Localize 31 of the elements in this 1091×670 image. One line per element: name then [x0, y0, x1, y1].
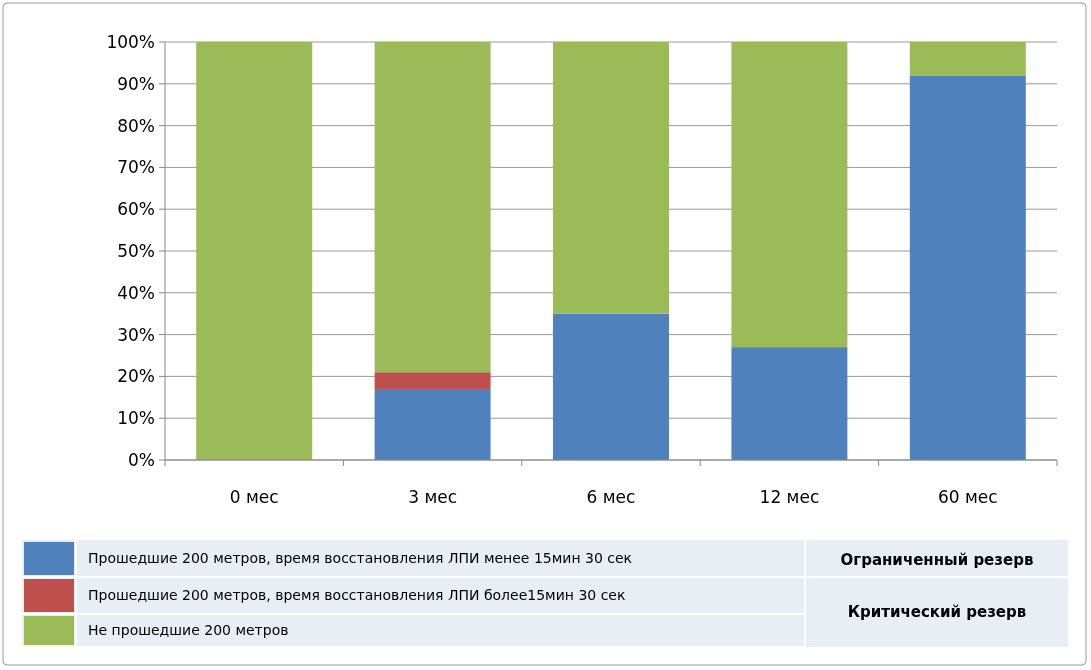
bar [909, 42, 1026, 76]
bar [196, 42, 313, 460]
y-tick-label: 20% [117, 366, 155, 387]
bar [374, 42, 491, 373]
x-tick-label: 3 мес [408, 487, 458, 507]
legend-label: Прошедшие 200 метров, время восстановления ЛПИ более15мин 30 сек [88, 587, 626, 604]
bar [553, 42, 669, 314]
bar [374, 372, 491, 389]
y-tick-label: 100% [106, 31, 155, 52]
y-tick-label: 30% [117, 324, 155, 345]
text: Ограниченный резерв [840, 551, 1034, 570]
y-tick-label: 50% [117, 240, 155, 261]
y-tick-label: 60% [117, 199, 155, 220]
y-tick-label: 0% [128, 449, 155, 470]
x-tick-label: 0 мес [229, 487, 279, 507]
bar [731, 347, 848, 460]
text: Критический резерв [847, 603, 1027, 622]
bar [374, 388, 491, 460]
x-tick-label: 12 мес [759, 487, 820, 507]
x-tick-label: 60 мес [937, 487, 998, 507]
y-tick-label: 10% [117, 408, 155, 429]
legend-label: Не прошедшие 200 метров [88, 622, 289, 639]
y-tick-label: 40% [117, 282, 155, 303]
legend-label: Прошедшие 200 метров, время восстановления ЛПИ менее 15мин 30 сек [88, 550, 633, 567]
x-tick-label: 6 мес [586, 487, 636, 507]
y-tick-label: 90% [117, 73, 155, 94]
y-tick-label: 70% [117, 157, 155, 178]
bar [909, 75, 1026, 460]
bar [553, 313, 669, 460]
y-tick-label: 80% [117, 115, 155, 136]
bar [731, 42, 848, 348]
